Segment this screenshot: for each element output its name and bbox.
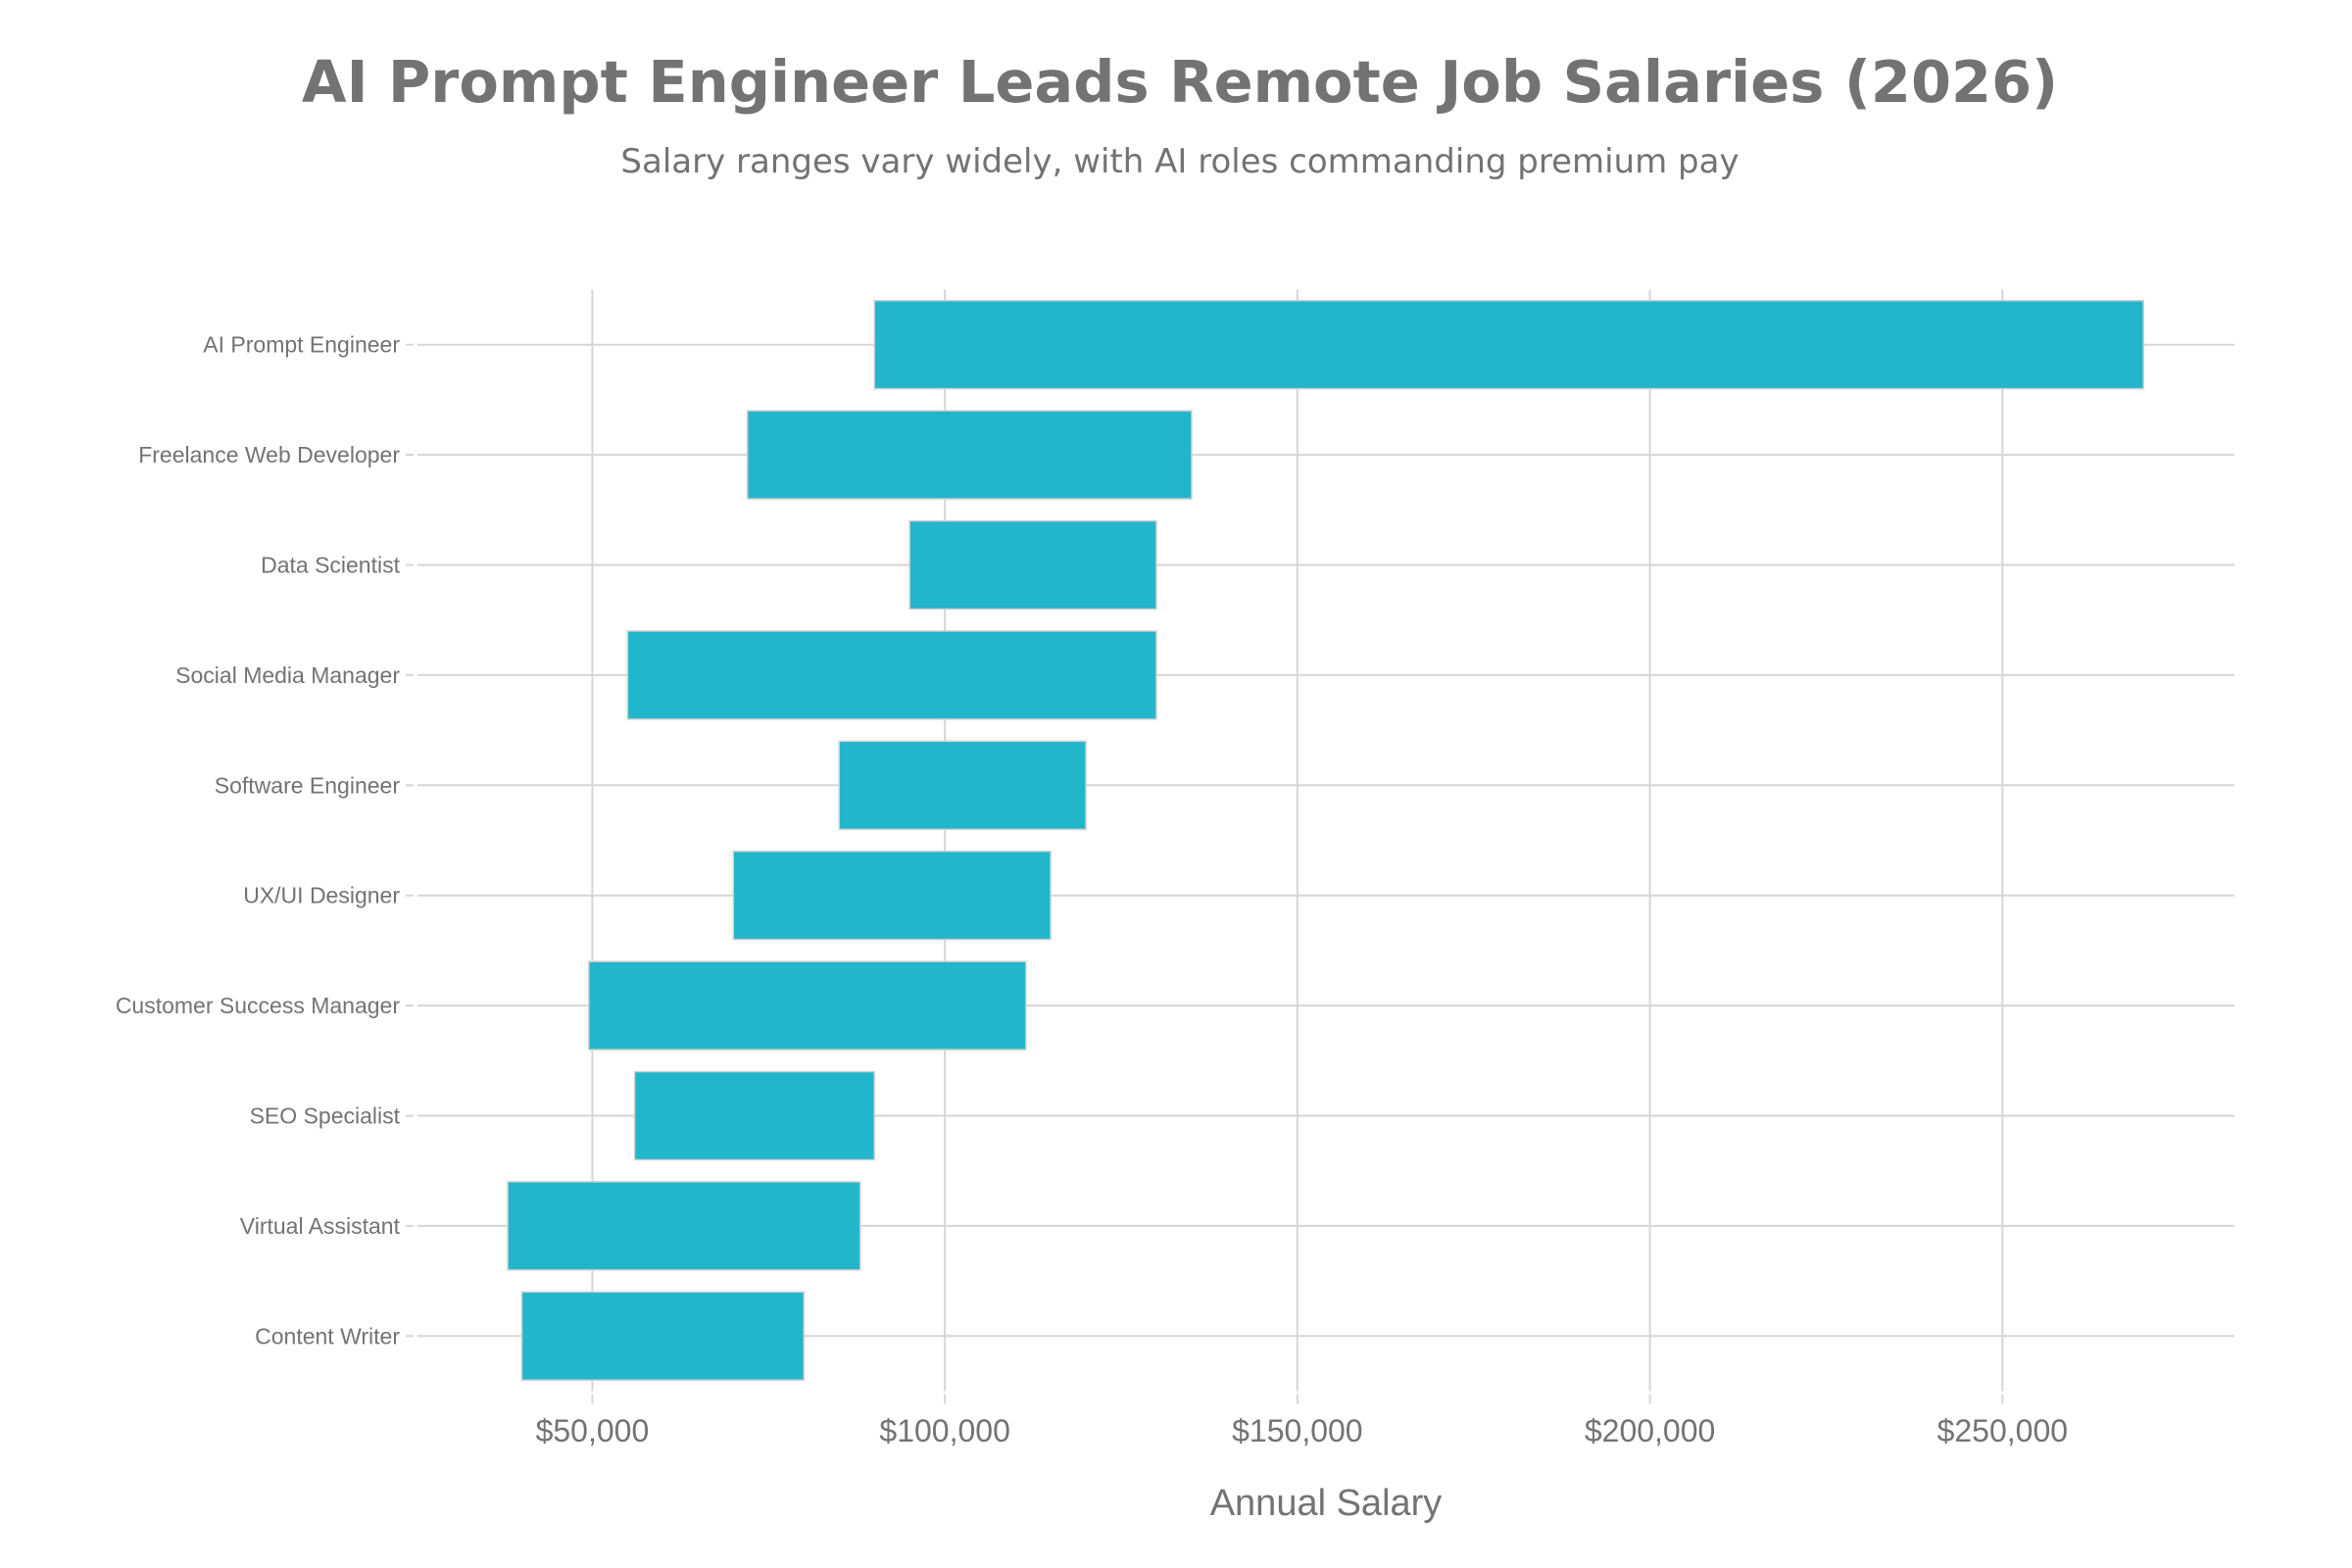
x-tick-label: $50,000 bbox=[536, 1413, 650, 1448]
salary-range-bar bbox=[873, 299, 2144, 390]
y-category-label: Freelance Web Developer bbox=[138, 442, 400, 467]
salary-range-bar bbox=[507, 1181, 861, 1271]
salary-range-bar bbox=[732, 850, 1052, 941]
salary-range-bar bbox=[588, 960, 1027, 1051]
salary-range-bar bbox=[838, 740, 1087, 831]
salary-range-bar bbox=[626, 630, 1157, 720]
salary-range-bar bbox=[746, 410, 1193, 500]
y-category-label: SEO Specialist bbox=[250, 1103, 401, 1129]
x-tick-label: $250,000 bbox=[1937, 1413, 2068, 1448]
y-category-label: AI Prompt Engineer bbox=[203, 332, 400, 358]
x-tick-label: $200,000 bbox=[1585, 1413, 1715, 1448]
chart-subtitle: Salary ranges vary widely, with AI roles… bbox=[620, 142, 1739, 181]
y-category-label: Software Engineer bbox=[215, 772, 401, 798]
x-axis-title: Annual Salary bbox=[1210, 1483, 1443, 1524]
y-axis-labels: AI Prompt Engineer Freelance Web Develope… bbox=[116, 332, 401, 1349]
salary-range-bar bbox=[520, 1291, 806, 1382]
x-axis-labels: $50,000 $100,000 $150,000 $200,000 $250,000 bbox=[536, 1413, 2068, 1448]
y-category-label: Social Media Manager bbox=[175, 662, 400, 688]
salary-range-bar bbox=[908, 519, 1157, 611]
salary-range-bar bbox=[633, 1070, 875, 1161]
x-tick-label: $100,000 bbox=[879, 1413, 1009, 1448]
x-tick-label: $150,000 bbox=[1232, 1413, 1362, 1448]
y-category-label: Content Writer bbox=[255, 1323, 400, 1348]
y-category-label: Data Scientist bbox=[261, 553, 401, 578]
y-category-label: UX/UI Designer bbox=[243, 883, 400, 908]
y-category-label: Virtual Assistant bbox=[240, 1213, 401, 1239]
chart-title: AI Prompt Engineer Leads Remote Job Sala… bbox=[302, 48, 2058, 116]
bars bbox=[507, 299, 2144, 1382]
y-category-label: Customer Success Manager bbox=[116, 993, 401, 1018]
